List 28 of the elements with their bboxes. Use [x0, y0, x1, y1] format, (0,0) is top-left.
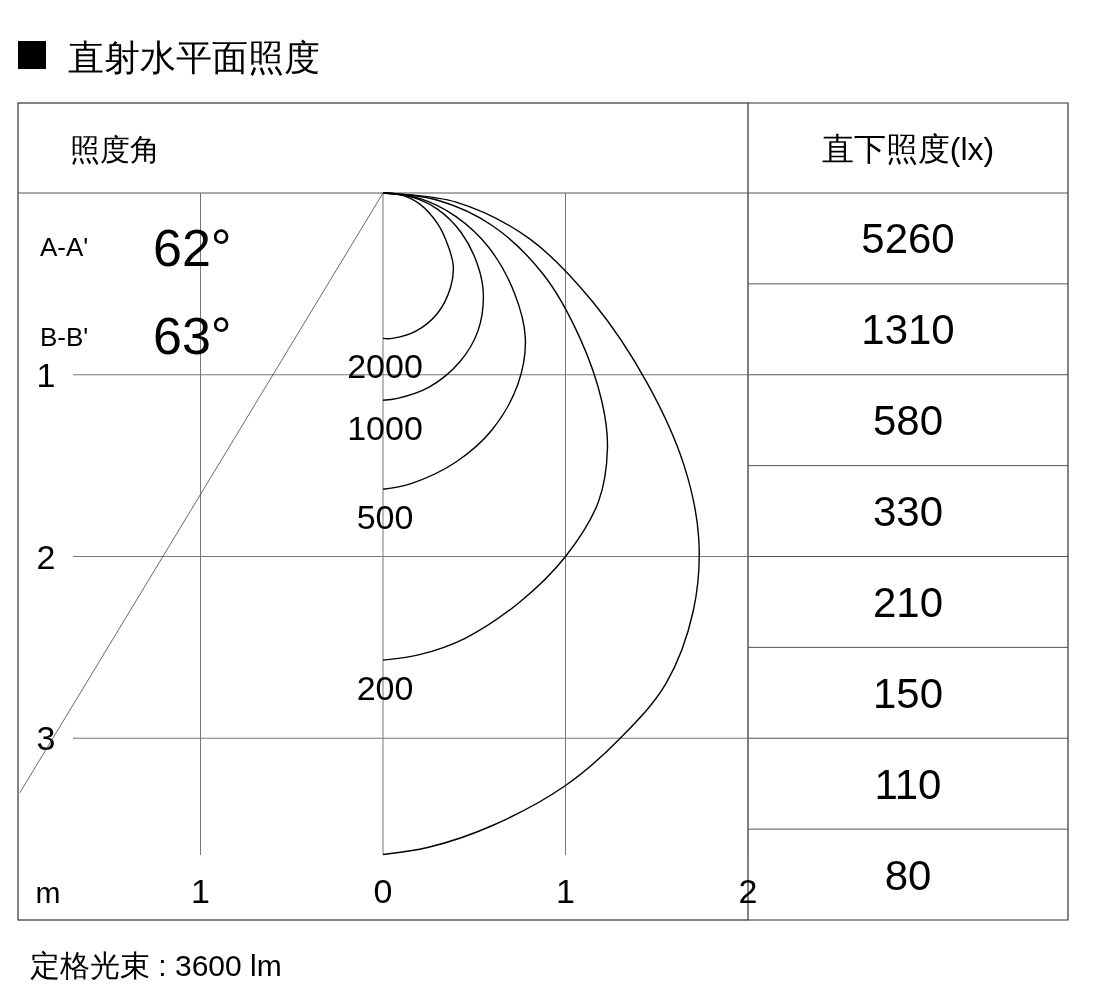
annotation: 63°: [153, 307, 232, 365]
x-axis-title: m: [35, 876, 61, 909]
data-label: 330: [872, 488, 944, 536]
chart-title: 直射水平面照度: [68, 37, 320, 78]
series-label: 500: [356, 498, 414, 537]
x-tick-label: 2: [738, 872, 758, 910]
data-label: 210: [872, 578, 944, 626]
data-label: 150: [872, 669, 944, 717]
annotation: B-B': [40, 322, 89, 352]
series-label: 2000: [347, 347, 423, 386]
series-label: 200: [356, 669, 414, 708]
y-tick-label: 1: [36, 355, 56, 394]
series-label: 1000: [347, 409, 423, 448]
data-label: 80: [884, 851, 932, 899]
text: 直下照度(lx): [821, 131, 995, 167]
data-label: 580: [872, 397, 944, 445]
x-tick-label: 1: [556, 872, 575, 910]
text: 定格光束 : 3600 lm: [30, 949, 282, 982]
data-label: 1310: [861, 306, 955, 354]
x-tick-label: 1: [191, 872, 210, 910]
y-tick-label: 2: [36, 537, 56, 576]
annotation: 62°: [153, 219, 232, 277]
data-label: 5260: [861, 215, 955, 263]
text: 照度角: [70, 133, 160, 166]
data-label: 110: [874, 760, 942, 808]
annotation: A-A': [40, 232, 89, 262]
y-tick-label: 3: [36, 719, 56, 758]
x-tick-label: 0: [373, 872, 393, 910]
